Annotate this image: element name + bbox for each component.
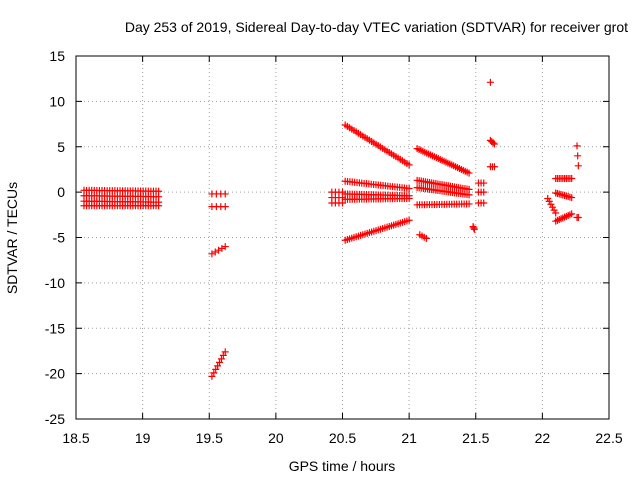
data-point bbox=[405, 216, 413, 224]
data-point bbox=[489, 139, 497, 147]
data-point bbox=[465, 169, 473, 177]
data-point bbox=[480, 199, 488, 207]
data-point bbox=[208, 372, 216, 380]
data-point bbox=[221, 348, 229, 356]
y-tick-labels: 15 10 5 0 -5 -10 -15 -20 -25 bbox=[45, 48, 65, 427]
data-point bbox=[470, 225, 478, 233]
data-point bbox=[568, 194, 576, 202]
data-point bbox=[216, 358, 224, 366]
data-point bbox=[422, 234, 430, 242]
data-point bbox=[221, 243, 229, 251]
data-point bbox=[574, 214, 582, 222]
data-point bbox=[490, 163, 498, 171]
x-tick-label: 21.5 bbox=[462, 430, 489, 446]
x-tick-label: 20 bbox=[268, 430, 284, 446]
data-point bbox=[212, 365, 220, 373]
data-point bbox=[339, 199, 346, 207]
y-tick-label: -20 bbox=[45, 366, 65, 382]
x-tick-label: 19.5 bbox=[196, 430, 223, 446]
data-point bbox=[490, 140, 498, 148]
data-point bbox=[210, 369, 218, 377]
data-point bbox=[215, 246, 223, 254]
x-tick-label: 22.5 bbox=[595, 430, 622, 446]
data-point bbox=[573, 142, 581, 150]
data-point bbox=[465, 191, 473, 199]
x-tick-labels: 18.5 19 19.5 20 20.5 21 21.5 22 22.5 bbox=[62, 430, 622, 446]
y-tick-label: -5 bbox=[53, 230, 66, 246]
data-point bbox=[155, 202, 163, 210]
y-tick-label: -10 bbox=[45, 275, 65, 291]
data-point bbox=[470, 224, 478, 232]
data-point bbox=[552, 209, 560, 217]
y-axis-label: SDTVAR / TECUs bbox=[4, 182, 20, 294]
data-point bbox=[574, 162, 582, 170]
data-point bbox=[405, 194, 413, 202]
data-point bbox=[480, 188, 488, 196]
data-point bbox=[405, 161, 413, 169]
data-point bbox=[465, 200, 473, 208]
y-tick-label: 10 bbox=[49, 93, 65, 109]
x-tick-label: 19 bbox=[135, 430, 151, 446]
grid-lines bbox=[76, 56, 609, 419]
data-point bbox=[405, 184, 413, 192]
y-tick-label: 5 bbox=[57, 139, 65, 155]
y-tick-label: 0 bbox=[57, 184, 65, 200]
data-point bbox=[211, 248, 219, 256]
x-tick-label: 20.5 bbox=[329, 430, 356, 446]
data-point bbox=[221, 203, 229, 211]
x-tick-label: 21 bbox=[401, 430, 417, 446]
data-point bbox=[217, 355, 225, 363]
chart-title: Day 253 of 2019, Sidereal Day-to-day VTE… bbox=[125, 19, 628, 35]
data-point bbox=[218, 244, 226, 252]
data-point bbox=[574, 152, 582, 160]
x-tick-label: 18.5 bbox=[62, 430, 89, 446]
y-tick-label: -25 bbox=[45, 411, 65, 427]
data-point bbox=[486, 78, 494, 86]
data-point bbox=[221, 190, 229, 198]
x-axis-label: GPS time / hours bbox=[289, 458, 396, 474]
data-point bbox=[480, 179, 488, 187]
x-tick-label: 22 bbox=[535, 430, 551, 446]
data-points bbox=[80, 78, 582, 380]
data-point bbox=[568, 175, 576, 183]
data-point bbox=[568, 210, 576, 218]
y-tick-label: -15 bbox=[45, 320, 65, 336]
y-tick-label: 15 bbox=[49, 48, 65, 64]
axis-ticks bbox=[75, 55, 610, 420]
